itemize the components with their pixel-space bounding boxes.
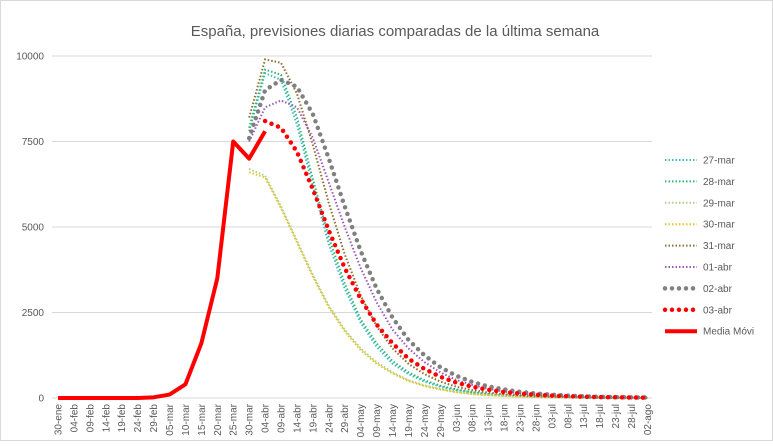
x-tick-label: 18-jun: [500, 404, 511, 432]
x-tick-label: 24-may: [420, 404, 431, 437]
x-tick-label: 04-feb: [69, 404, 80, 433]
x-tick-label: 20-mar: [213, 403, 224, 435]
x-tick-label: 08-jun: [468, 404, 479, 432]
y-tick-label: 0: [38, 394, 44, 405]
x-tick-label: 24-abr: [324, 403, 335, 433]
legend-label: 01-abr: [703, 263, 733, 274]
series-line: [248, 167, 648, 399]
x-tick-label: 10-mar: [181, 403, 192, 435]
legend-label: 29-mar: [703, 198, 735, 209]
y-tick-label: 7500: [22, 137, 45, 148]
x-tick-label: 23-jun: [515, 404, 526, 432]
legend-label: 27-mar: [703, 156, 735, 167]
x-tick-label: 19-abr: [308, 403, 319, 433]
legend-label: Media Móvi: [703, 327, 754, 338]
legend-label: 28-mar: [703, 177, 735, 188]
x-tick-label: 05-mar: [165, 403, 176, 435]
x-tick-label: 13-jun: [484, 404, 495, 432]
x-tick-label: 30-ene: [54, 404, 65, 436]
x-tick-label: 14-may: [388, 404, 399, 437]
x-tick-label: 14-feb: [101, 404, 112, 433]
x-tick-label: 04-may: [356, 404, 367, 437]
x-tick-label: 18-jul: [595, 404, 606, 428]
y-tick-label: 2500: [22, 308, 45, 319]
x-tick-label: 04-abr: [261, 403, 272, 433]
x-tick-label: 14-abr: [292, 403, 303, 433]
legend-label: 30-mar: [703, 220, 735, 231]
x-tick-label: 19-may: [404, 404, 415, 437]
legend-label: 31-mar: [703, 241, 735, 252]
x-tick-label: 02-ago: [643, 404, 654, 436]
x-tick-label: 03-jun: [452, 404, 463, 432]
x-tick-label: 09-feb: [85, 404, 96, 433]
y-tick-label: 5000: [22, 223, 45, 234]
x-tick-label: 29-abr: [340, 403, 351, 433]
x-tick-label: 28-jun: [531, 404, 542, 432]
legend-label: 03-abr: [703, 305, 733, 316]
series-line: [248, 68, 648, 399]
x-tick-label: 09-abr: [277, 403, 288, 433]
x-tick-label: 15-mar: [197, 403, 208, 435]
x-tick-label: 24-feb: [133, 404, 144, 433]
x-tick-label: 09-may: [372, 404, 383, 437]
x-tick-label: 28-jul: [627, 404, 638, 428]
x-tick-label: 30-mar: [245, 403, 256, 435]
x-tick-label: 08-jul: [563, 404, 574, 428]
series-line: [262, 118, 650, 400]
x-tick-label: 03-jul: [547, 404, 558, 428]
chart-title: España, previsiones diarias comparadas d…: [191, 23, 600, 40]
x-tick-label: 25-mar: [229, 403, 240, 435]
legend-label: 02-abr: [703, 284, 733, 295]
series-line: [58, 130, 267, 400]
x-tick-label: 23-jul: [611, 404, 622, 428]
x-tick-label: 19-feb: [117, 404, 128, 433]
x-tick-label: 29-may: [436, 404, 447, 437]
x-tick-label: 29-feb: [149, 404, 160, 433]
y-tick-label: 10000: [16, 52, 44, 63]
x-tick-label: 13-jul: [579, 404, 590, 428]
